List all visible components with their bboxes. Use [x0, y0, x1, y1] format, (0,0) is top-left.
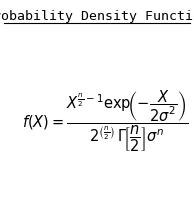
- Text: $f\left(X\right)=\dfrac{X^{\frac{n}{2}-1}\mathrm{exp}\!\left(-\dfrac{X}{2\sigma^: $f\left(X\right)=\dfrac{X^{\frac{n}{2}-1…: [22, 88, 188, 154]
- Text: Probability Density Function: Probability Density Function: [0, 10, 194, 23]
